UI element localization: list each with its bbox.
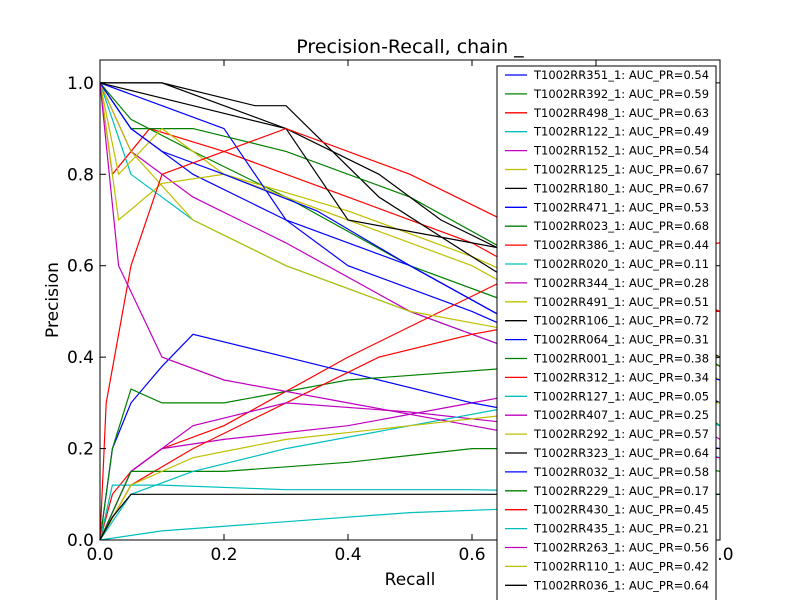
legend-entry: T1002RR323_1: AUC_PR=0.64	[533, 446, 709, 460]
y-tick-label: 0.8	[67, 165, 94, 185]
x-tick-label: 0.4	[334, 545, 361, 565]
legend-entry: T1002RR312_1: AUC_PR=0.34	[533, 370, 709, 384]
legend-entry: T1002RR023_1: AUC_PR=0.68	[533, 219, 709, 233]
chart-title: Precision-Recall, chain _	[296, 36, 524, 58]
x-tick-label: 0.2	[210, 545, 237, 565]
legend: T1002RR351_1: AUC_PR=0.54 T1002RR392_1: A…	[496, 65, 717, 600]
legend-box	[496, 65, 717, 600]
legend-entry: T1002RR392_1: AUC_PR=0.59	[533, 87, 709, 101]
y-axis-label: Precision	[43, 262, 63, 338]
legend-entry: T1002RR032_1: AUC_PR=0.58	[533, 465, 709, 479]
plot-frame	[99, 59, 721, 541]
legend-entry: T1002RR498_1: AUC_PR=0.63	[533, 106, 709, 120]
y-tick-label: 0.2	[67, 440, 94, 460]
legend-entry: T1002RR036_1: AUC_PR=0.64	[533, 578, 709, 592]
legend-entry: T1002RR386_1: AUC_PR=0.44	[533, 238, 709, 252]
legend-entry: T1002RR407_1: AUC_PR=0.25	[533, 408, 709, 422]
legend-entry: T1002RR351_1: AUC_PR=0.54	[533, 68, 709, 82]
x-axis-label: Recall	[385, 570, 436, 590]
x-tick-label: 0.6	[458, 545, 485, 565]
y-tick-label: 0.0	[67, 531, 94, 551]
x-tick-label: 0.0	[86, 545, 113, 565]
y-tick-label: 0.4	[67, 348, 94, 368]
y-tick-layer: 0.0 0.2 0.4 0.6 0.8 1.0	[67, 74, 720, 551]
legend-entry: T1002RR229_1: AUC_PR=0.17	[533, 484, 709, 498]
legend-entry: T1002RR292_1: AUC_PR=0.57	[533, 427, 709, 441]
legend-entry: T1002RR127_1: AUC_PR=0.05	[533, 389, 709, 403]
legend-entry: T1002RR064_1: AUC_PR=0.31	[533, 333, 709, 347]
y-tick-label: 1.0	[67, 74, 94, 94]
legend-entry: T1002RR344_1: AUC_PR=0.28	[533, 276, 709, 290]
y-tick-label: 0.6	[67, 257, 94, 277]
legend-entry: T1002RR125_1: AUC_PR=0.67	[533, 163, 709, 177]
legend-entry: T1002RR263_1: AUC_PR=0.56	[533, 541, 709, 555]
legend-entry: T1002RR435_1: AUC_PR=0.21	[533, 522, 709, 536]
legend-entry: T1002RR110_1: AUC_PR=0.42	[533, 559, 709, 573]
legend-entry: T1002RR430_1: AUC_PR=0.45	[533, 503, 709, 517]
series-line-15	[99, 333, 721, 541]
legend-entry: T1002RR001_1: AUC_PR=0.38	[533, 352, 709, 366]
legend-entry: T1002RR152_1: AUC_PR=0.54	[533, 144, 709, 158]
legend-entry: T1002RR122_1: AUC_PR=0.49	[533, 125, 709, 139]
legend-entry: T1002RR020_1: AUC_PR=0.11	[533, 257, 709, 271]
legend-entry: T1002RR491_1: AUC_PR=0.51	[533, 295, 709, 309]
legend-entry: T1002RR471_1: AUC_PR=0.53	[533, 200, 709, 214]
legend-entry: T1002RR106_1: AUC_PR=0.72	[533, 314, 709, 328]
legend-entry: T1002RR180_1: AUC_PR=0.67	[533, 181, 709, 195]
